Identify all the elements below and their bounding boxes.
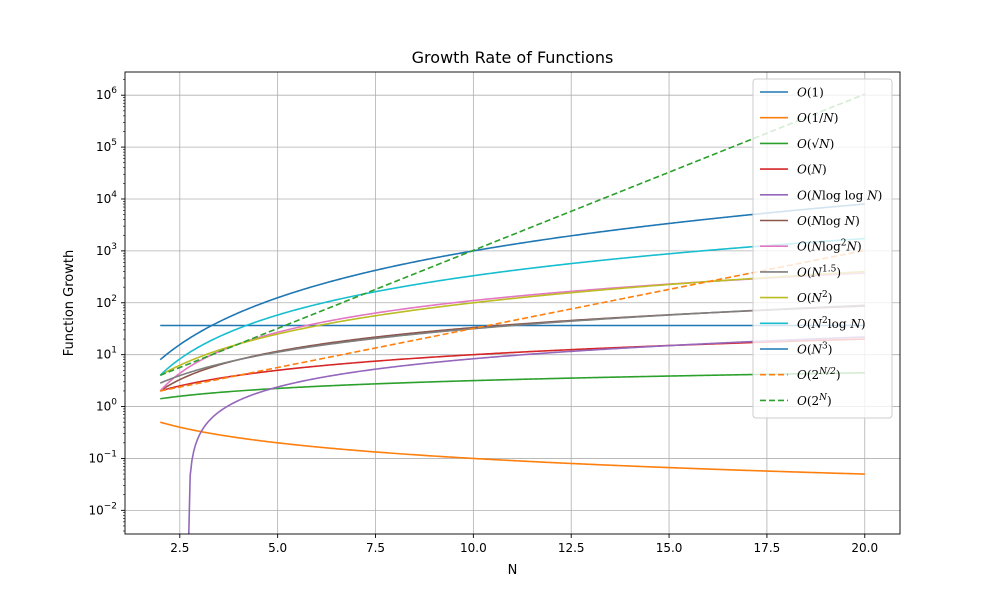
legend-label: O(√N) — [797, 137, 834, 151]
series-line-7 — [159, 304, 865, 384]
y-tick-label: 104 — [96, 190, 117, 206]
series-line-2 — [160, 372, 865, 400]
legend-label: O(N2log N) — [797, 316, 866, 331]
y-tick-label: 105 — [96, 138, 117, 154]
x-tick-label: 2.5 — [170, 541, 189, 555]
legend-label: O(N3) — [797, 342, 832, 357]
series-line-1 — [160, 421, 865, 475]
y-tick-label: 106 — [96, 86, 117, 102]
y-tick-label: 103 — [96, 242, 117, 258]
x-tick-label: 12.5 — [558, 541, 585, 555]
legend-label: O(Nlog N) — [797, 214, 860, 228]
series-line-4 — [187, 336, 865, 534]
chart-title: Growth Rate of Functions — [412, 48, 614, 67]
series-line-12 — [159, 93, 866, 377]
x-tick-label: 17.5 — [754, 541, 781, 555]
series-line-9 — [159, 237, 865, 376]
x-tick-label: 20.0 — [851, 541, 878, 555]
x-tick-label: 15.0 — [656, 541, 683, 555]
x-axis-label: N — [508, 563, 518, 578]
legend-label: O(Nlog2N) — [797, 239, 862, 254]
legend-label: O(1) — [797, 86, 824, 100]
y-tick-label: 102 — [96, 294, 117, 310]
legend-box — [752, 78, 893, 419]
legend-label: O(Nlog log N) — [797, 188, 882, 202]
legend: O(1) O(1/N) O(√N) O(N) O(Nlog log N) O(Nlog N… — [752, 78, 893, 419]
x-tick-label: 5.0 — [268, 541, 287, 555]
series-line-11 — [160, 249, 865, 392]
y-tick-label: 101 — [96, 346, 117, 362]
legend-label: O(1/N) — [797, 111, 838, 125]
y-tick-label: 10−2 — [88, 501, 117, 517]
x-axis: 2.5 5.0 7.5 10.0 12.5 15.0 17.5 20.0 — [170, 534, 878, 555]
y-axis-label: Function Growth — [62, 250, 77, 356]
x-tick-label: 10.0 — [460, 541, 487, 555]
y-tick-label: 10−1 — [88, 449, 117, 465]
y-axis: 10−2 10−1 100 101 102 103 104 105 106 — [88, 79, 125, 532]
series-line-8 — [159, 270, 865, 377]
y-tick-label: 100 — [96, 398, 117, 414]
series-line-3 — [160, 338, 865, 392]
legend-label: O(N) — [797, 163, 827, 177]
legend-label: O(2N) — [797, 393, 832, 408]
series-line-10 — [159, 203, 865, 361]
series-group — [159, 93, 866, 534]
legend-label: O(2N/2) — [797, 367, 841, 382]
x-tick-label: 7.5 — [366, 541, 385, 555]
legend-label: O(N2) — [797, 290, 832, 305]
legend-label: O(N1.5) — [797, 264, 841, 279]
